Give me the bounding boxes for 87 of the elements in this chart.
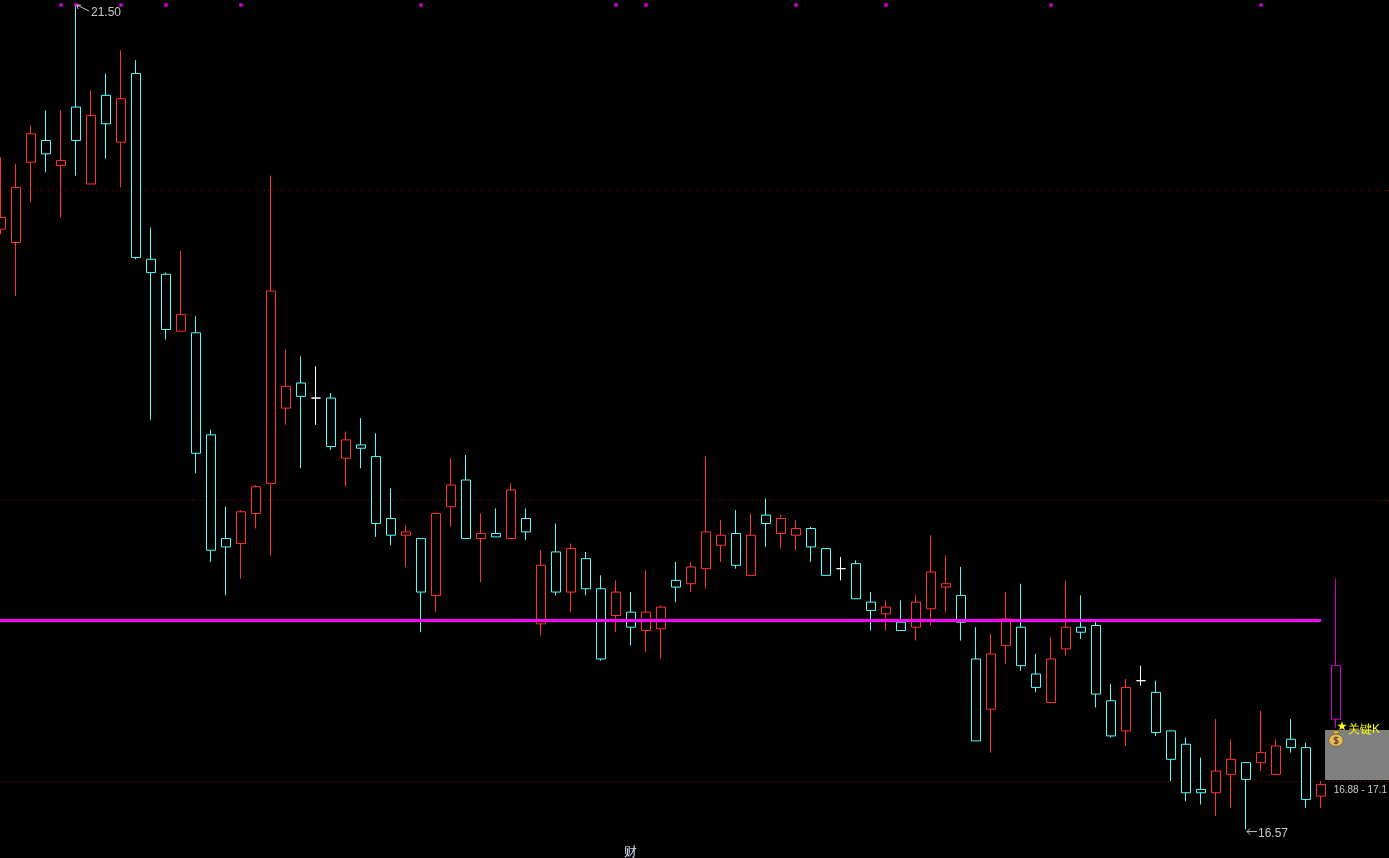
candlestick bbox=[416, 538, 426, 633]
candlestick bbox=[251, 484, 261, 530]
candlestick bbox=[446, 457, 456, 528]
annotation: 16.88 - 17.1 bbox=[1333, 784, 1388, 796]
candlestick bbox=[101, 73, 111, 160]
candlestick bbox=[191, 315, 201, 474]
candlestick bbox=[41, 109, 51, 173]
candlestick bbox=[701, 456, 711, 590]
candlestick bbox=[1106, 683, 1116, 739]
candlestick bbox=[1151, 680, 1161, 737]
candlestick bbox=[1166, 730, 1176, 782]
candlestick bbox=[1181, 737, 1191, 802]
candlestick bbox=[686, 561, 696, 593]
candlestick bbox=[401, 524, 411, 568]
candlestick bbox=[506, 482, 516, 540]
candlestick bbox=[521, 507, 531, 541]
candlestick bbox=[11, 163, 21, 297]
annotation: 21.50 bbox=[91, 5, 122, 20]
candlestick bbox=[116, 49, 126, 188]
candlestick bbox=[761, 497, 771, 548]
candlestick bbox=[1046, 636, 1056, 703]
candlestick bbox=[1226, 738, 1236, 809]
candlestick bbox=[491, 507, 501, 538]
candlestick bbox=[26, 124, 36, 203]
candlestick bbox=[311, 365, 321, 426]
candlestick bbox=[131, 59, 141, 260]
candlestick bbox=[326, 392, 336, 451]
candlestick bbox=[56, 109, 66, 218]
candlestick bbox=[1121, 678, 1131, 747]
candlestick bbox=[671, 561, 681, 603]
candlestick bbox=[971, 626, 981, 742]
candlestick bbox=[221, 506, 231, 596]
candlestick bbox=[476, 512, 486, 583]
candlestick bbox=[776, 514, 786, 550]
candlestick bbox=[746, 512, 756, 576]
candlestick bbox=[926, 534, 936, 627]
candlestick bbox=[1136, 665, 1146, 687]
candlestick bbox=[296, 355, 306, 469]
text: 关键K bbox=[1348, 721, 1381, 736]
candlestick bbox=[1256, 710, 1266, 772]
candlestick bbox=[461, 454, 471, 540]
candlestick bbox=[1001, 591, 1011, 665]
candlestick bbox=[266, 175, 276, 556]
candlestick bbox=[1316, 780, 1326, 809]
candlestick bbox=[806, 526, 816, 563]
candlestick bbox=[866, 591, 876, 632]
candlestick bbox=[281, 349, 291, 426]
candlestick bbox=[86, 89, 96, 185]
candlestick bbox=[176, 250, 186, 332]
candlestick bbox=[941, 554, 951, 613]
candlestick bbox=[431, 512, 441, 613]
candlestick bbox=[386, 487, 396, 546]
candlestick bbox=[1331, 578, 1341, 729]
candlestick bbox=[161, 272, 171, 341]
candlestick bbox=[236, 509, 246, 580]
candlestick bbox=[956, 566, 966, 642]
candlestick bbox=[341, 431, 351, 488]
candlestick bbox=[1271, 738, 1281, 775]
candlestick bbox=[881, 599, 891, 632]
candlestick bbox=[206, 429, 216, 563]
candlestick bbox=[1076, 594, 1086, 640]
candlestick bbox=[371, 432, 381, 538]
annotation: 16.57 bbox=[1258, 825, 1289, 840]
candlestick bbox=[791, 519, 801, 551]
candlestick bbox=[551, 523, 561, 596]
candlestick bbox=[731, 509, 741, 570]
candlestick bbox=[821, 548, 831, 576]
candlestick bbox=[1061, 579, 1071, 657]
candlestick bbox=[356, 417, 366, 469]
candlestick bbox=[896, 599, 906, 632]
candlestick bbox=[536, 549, 546, 637]
candlestick bbox=[566, 543, 576, 613]
candlestick bbox=[596, 574, 606, 662]
candlestick bbox=[581, 551, 591, 596]
candlestick bbox=[1196, 757, 1206, 805]
candlestick bbox=[1301, 742, 1311, 809]
candlestick bbox=[1211, 718, 1221, 817]
candlestick bbox=[716, 519, 726, 563]
candlestick bbox=[851, 559, 861, 600]
annotation: 财 bbox=[623, 843, 637, 858]
candlestick bbox=[611, 579, 621, 633]
candlestick bbox=[1031, 653, 1041, 693]
candlestick bbox=[836, 556, 846, 581]
candlestick bbox=[1286, 718, 1296, 754]
candlestick bbox=[1016, 583, 1026, 672]
candlestick bbox=[986, 633, 996, 754]
candlestick bbox=[146, 226, 156, 421]
